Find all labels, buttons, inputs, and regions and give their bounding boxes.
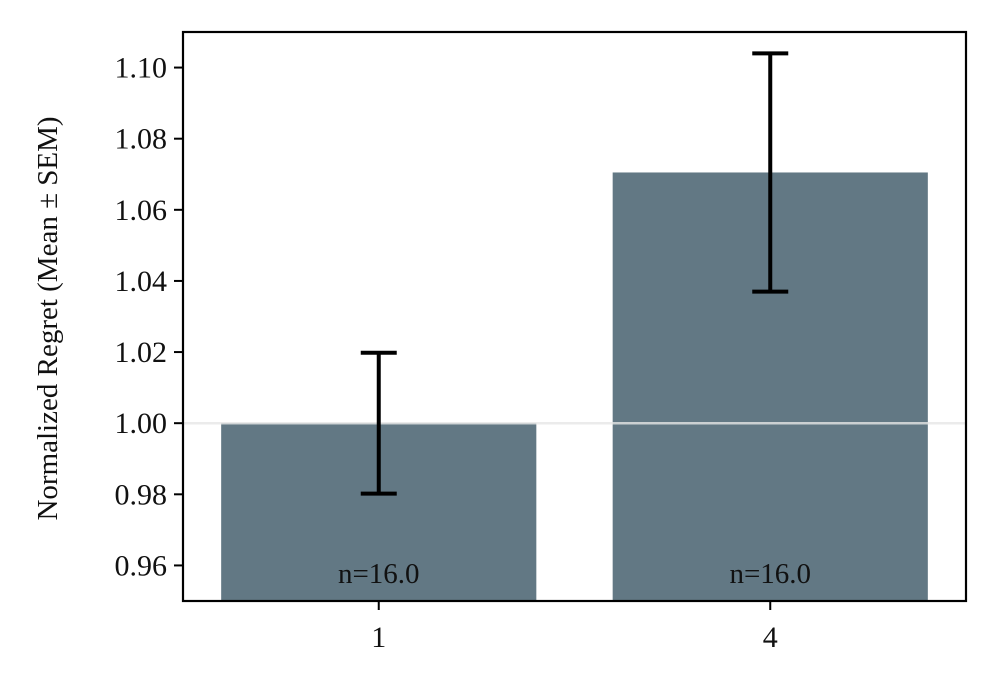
y-axis: 0.96 0.98 1.00 1.02 1.04 1.06 1.08 1.10 (115, 52, 183, 582)
error-bars-group (360, 51, 789, 496)
x-tick-label: 1 (371, 621, 386, 654)
error-bar-1 (360, 350, 397, 496)
bar-labels-group: n=16.0 n=16.0 (338, 558, 811, 590)
bar-count-label: n=16.0 (729, 558, 811, 590)
y-tick-label: 1.04 (115, 265, 168, 298)
y-tick-label: 1.00 (115, 407, 168, 440)
bar-count-label: n=16.0 (338, 558, 420, 590)
y-tick-label: 1.08 (115, 123, 168, 156)
y-tick-label: 1.02 (115, 336, 168, 369)
y-tick-label: 1.10 (115, 52, 168, 85)
y-axis-label: Normalized Regret (Mean ± SEM) (32, 116, 64, 520)
y-tick-label: 0.98 (115, 478, 168, 511)
y-tick-label: 0.96 (115, 549, 168, 582)
axes-frame-group (181, 30, 968, 603)
y-tick-label: 1.06 (115, 194, 168, 227)
bars-group (221, 172, 928, 601)
axes-frame (181, 30, 968, 603)
x-tick-label: 4 (763, 621, 778, 654)
error-bar-4 (752, 51, 789, 294)
